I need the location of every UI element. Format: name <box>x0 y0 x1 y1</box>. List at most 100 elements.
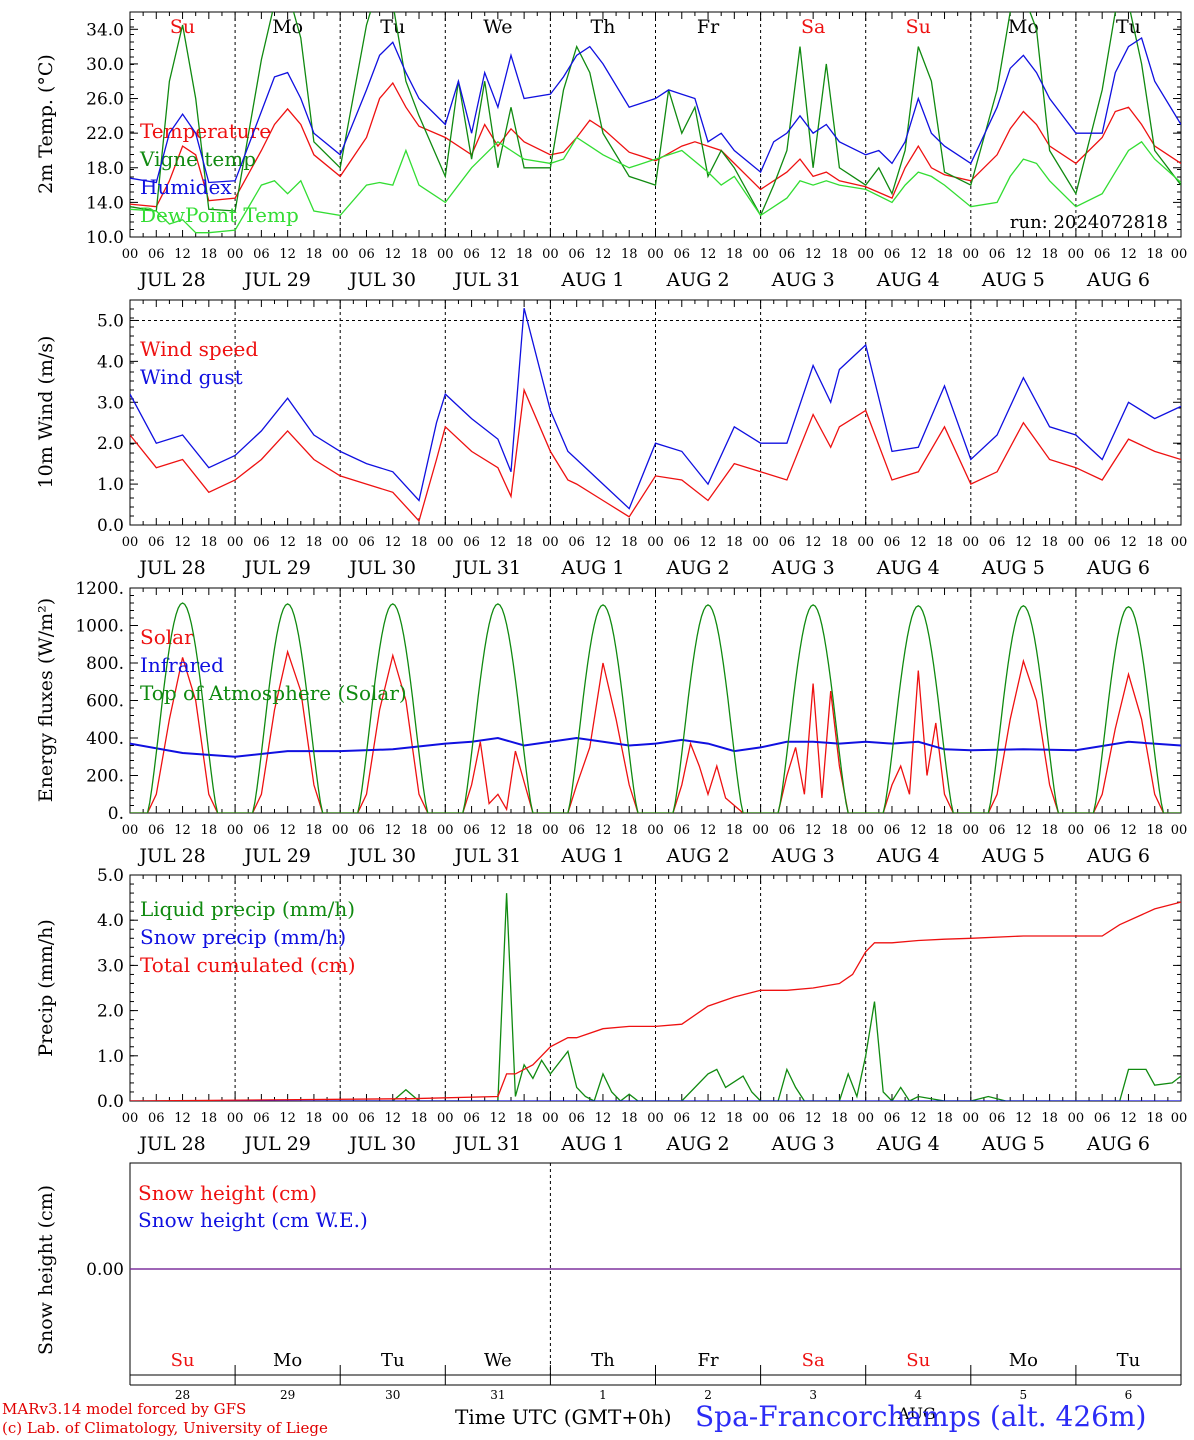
day-number-label: 28 <box>175 1388 190 1402</box>
hour-tick-label: 06 <box>674 535 691 550</box>
date-label: JUL 30 <box>348 269 416 291</box>
hour-tick-label: 12 <box>384 535 401 550</box>
weekday-label: Su <box>906 16 931 38</box>
hour-tick-label: 00 <box>963 535 980 550</box>
hour-tick-label: 06 <box>674 247 691 262</box>
hour-tick-label: 12 <box>700 535 717 550</box>
hour-tick-label: 18 <box>516 1111 533 1126</box>
hour-tick-label: 00 <box>227 535 244 550</box>
hour-tick-label: 12 <box>700 1111 717 1126</box>
y-axis-title: Energy fluxes (W/m²) <box>35 598 57 802</box>
hour-tick-label: 00 <box>1171 1111 1188 1126</box>
legend-entry: Infrared <box>140 653 224 677</box>
hour-tick-label: 12 <box>490 247 507 262</box>
hour-tick-label: 12 <box>595 823 612 838</box>
hour-tick-label: 12 <box>279 535 296 550</box>
hour-tick-label: 00 <box>963 823 980 838</box>
hour-tick-label: 12 <box>384 247 401 262</box>
hour-tick-label: 12 <box>1120 247 1137 262</box>
hour-tick-label: 06 <box>884 535 901 550</box>
hour-tick-label: 12 <box>1015 247 1032 262</box>
date-label: AUG 3 <box>771 269 835 291</box>
hour-tick-label: 12 <box>910 535 927 550</box>
hour-tick-label: 06 <box>148 535 165 550</box>
hour-tick-label: 00 <box>437 247 454 262</box>
weekday-label: Mo <box>273 1350 302 1371</box>
hour-tick-label: 12 <box>700 247 717 262</box>
hour-tick-label: 12 <box>279 247 296 262</box>
hour-tick-label: 06 <box>779 535 796 550</box>
credit-line-2: (c) Lab. of Climatology, University of L… <box>2 1419 328 1437</box>
legend-entry: Liquid precip (mm/h) <box>140 897 355 921</box>
hour-tick-label: 18 <box>1041 247 1058 262</box>
hour-tick-label: 12 <box>910 823 927 838</box>
hour-tick-label: 18 <box>831 823 848 838</box>
hour-tick-label: 18 <box>516 535 533 550</box>
y-tick-label: 5.0 <box>97 866 124 886</box>
weekday-label: Su <box>171 1350 195 1371</box>
hour-tick-label: 00 <box>857 1111 874 1126</box>
hour-tick-label: 12 <box>805 247 822 262</box>
hour-tick-label: 18 <box>936 247 953 262</box>
hour-tick-label: 06 <box>1094 247 1111 262</box>
hour-tick-label: 12 <box>1015 823 1032 838</box>
legend-entry: Total cumulated (cm) <box>140 953 356 977</box>
hour-tick-label: 06 <box>989 1111 1006 1126</box>
y-tick-label: 1000. <box>75 617 124 637</box>
hour-tick-label: 18 <box>1146 823 1163 838</box>
date-label: AUG 2 <box>666 1133 730 1155</box>
date-label: AUG 6 <box>1086 269 1150 291</box>
y-tick-label: 1.0 <box>97 1047 124 1067</box>
hour-tick-label: 00 <box>1068 247 1085 262</box>
hour-tick-label: 12 <box>595 535 612 550</box>
date-label: AUG 2 <box>666 845 730 867</box>
hour-tick-label: 12 <box>595 247 612 262</box>
legend-entry: Snow height (cm) <box>138 1181 317 1205</box>
hour-tick-label: 00 <box>437 823 454 838</box>
hour-tick-label: 06 <box>779 823 796 838</box>
y-tick-label: 3.0 <box>97 393 124 413</box>
hour-tick-label: 12 <box>595 1111 612 1126</box>
hour-tick-label: 06 <box>884 247 901 262</box>
weekday-label: Tu <box>1116 16 1141 38</box>
panel-frame <box>129 299 1182 526</box>
hour-tick-label: 12 <box>490 535 507 550</box>
y-tick-label: 4.0 <box>97 352 124 372</box>
hour-tick-label: 00 <box>1171 535 1188 550</box>
panel-5: Su 28 Mo 29 Tu 30 We 31 Th 1 Fr 2 Sa 3 Su 4 Mo 5 Tu 6 0.00 Sn… <box>35 1162 1182 1402</box>
date-label: JUL 29 <box>242 269 310 291</box>
date-label: JUL 31 <box>453 1133 521 1155</box>
hour-tick-label: 00 <box>857 823 874 838</box>
hour-tick-label: 18 <box>516 247 533 262</box>
date-label: AUG 3 <box>771 845 835 867</box>
day-number-label: 4 <box>914 1388 922 1402</box>
hour-tick-label: 12 <box>384 823 401 838</box>
weekday-label: We <box>484 1350 512 1371</box>
hour-tick-label: 00 <box>332 823 349 838</box>
hour-tick-label: 12 <box>1120 823 1137 838</box>
hour-tick-label: 18 <box>726 823 743 838</box>
legend-entry: Top of Atmosphere (Solar) <box>140 681 407 705</box>
weekday-label: Mo <box>1008 16 1039 38</box>
y-tick-label: 3.0 <box>97 956 124 976</box>
date-label: AUG 2 <box>666 269 730 291</box>
hour-tick-label: 06 <box>989 823 1006 838</box>
day-number-label: 1 <box>599 1388 607 1402</box>
day-number-label: 30 <box>385 1388 400 1402</box>
legend-entry: Vigne temp <box>139 147 256 171</box>
hour-tick-label: 00 <box>122 535 139 550</box>
credit-line-1: MARv3.14 model forced by GFS <box>2 1400 247 1418</box>
hour-tick-label: 06 <box>674 823 691 838</box>
hour-tick-label: 12 <box>700 823 717 838</box>
hour-tick-label: 12 <box>174 823 191 838</box>
date-label: JUL 28 <box>137 1133 205 1155</box>
date-label: AUG 4 <box>876 269 940 291</box>
series-line-liquid-precip-mm-h- <box>130 893 1181 1101</box>
weekday-label: Fr <box>698 1350 719 1371</box>
hour-tick-label: 18 <box>831 1111 848 1126</box>
date-label: AUG 1 <box>560 557 624 579</box>
hour-tick-label: 12 <box>384 1111 401 1126</box>
hour-tick-label: 06 <box>358 535 375 550</box>
hour-tick-label: 00 <box>542 823 559 838</box>
hour-tick-label: 00 <box>227 247 244 262</box>
